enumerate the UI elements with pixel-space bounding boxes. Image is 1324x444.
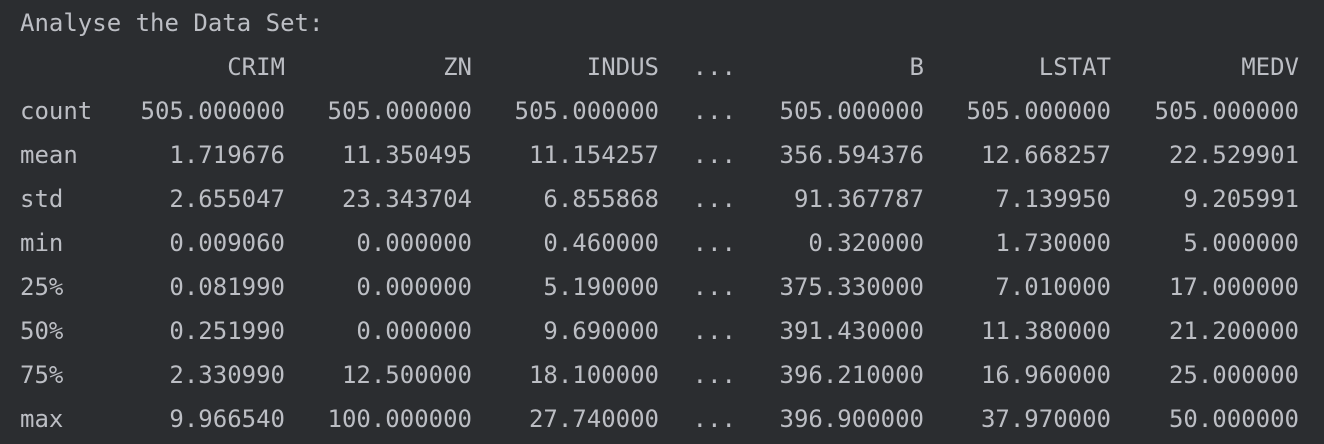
table-cell-zn: 505.000000 [327,97,473,125]
table-cell-medv: 21.200000 [1168,317,1299,345]
table-cell-indus: 9.690000 [543,317,659,345]
table-row: 75% 2.330990 12.500000 18.100000... 396.2100… [0,360,1324,390]
table-cell-b: 375.330000 [779,273,925,301]
table-cell-lstat: 16.960000 [980,361,1111,389]
table-row: mean 1.719676 11.350495 11.154257... 356.594… [0,140,1324,170]
table-cell-crim: 1.719676 [169,141,285,169]
output-header: Analyse the Data Set: [20,9,324,37]
table-cell-medv: 22.529901 [1168,141,1299,169]
table-cell-ellipsis: ... [692,141,736,169]
table-cell-medv: 505.000000 [1154,97,1300,125]
table-cell-crim: 2.330990 [169,361,285,389]
column-header-b: B [909,53,924,81]
table-row: 25% 0.081990 0.000000 5.190000... 375.330000… [0,272,1324,302]
table-cell-crim: 0.251990 [169,317,285,345]
table-cell-ellipsis: ... [692,361,736,389]
table-cell-indus: 505.000000 [514,97,660,125]
column-header-crim: CRIM [227,53,285,81]
table-cell-ellipsis: ... [692,229,736,257]
column-header-medv: MEDV [1241,53,1299,81]
table-header-row: CRIM ZN INDUS ... B LSTAT MEDV [0,52,1324,82]
table-cell-medv: 17.000000 [1168,273,1299,301]
table-row: max 9.966540 100.000000 27.740000... 396.900… [0,404,1324,434]
table-cell-zn: 23.343704 [341,185,472,213]
table-cell-ellipsis: ... [692,273,736,301]
row-index-label: mean [20,141,78,169]
table-row: count 505.000000 505.000000 505.000000... 50… [0,96,1324,126]
table-row: std 2.655047 23.343704 6.855868... 91.367787… [0,184,1324,214]
table-cell-lstat: 7.010000 [995,273,1111,301]
row-index-label: count [20,97,93,125]
row-index-label: 50% [20,317,64,345]
table-cell-lstat: 505.000000 [966,97,1112,125]
table-cell-b: 91.367787 [793,185,924,213]
table-cell-crim: 9.966540 [169,405,285,433]
table-cell-medv: 5.000000 [1183,229,1299,257]
table-cell-crim: 505.000000 [140,97,286,125]
table-cell-zn: 12.500000 [341,361,472,389]
table-cell-lstat: 12.668257 [980,141,1111,169]
table-row: 50% 0.251990 0.000000 9.690000... 391.430000… [0,316,1324,346]
table-row: min 0.009060 0.000000 0.460000... 0.320000 1.… [0,228,1324,258]
table-cell-b: 391.430000 [779,317,925,345]
table-cell-crim: 0.081990 [169,273,285,301]
table-cell-zn: 0.000000 [356,229,472,257]
table-cell-zn: 11.350495 [341,141,472,169]
table-cell-b: 396.900000 [779,405,925,433]
table-cell-indus: 6.855868 [543,185,659,213]
table-cell-ellipsis: ... [692,317,736,345]
table-cell-b: 396.210000 [779,361,925,389]
table-cell-lstat: 7.139950 [995,185,1111,213]
column-header-zn: ZN [443,53,472,81]
table-cell-lstat: 1.730000 [995,229,1111,257]
table-cell-indus: 11.154257 [528,141,659,169]
table-cell-b: 505.000000 [779,97,925,125]
table-cell-indus: 5.190000 [543,273,659,301]
column-header-indus: INDUS [586,53,659,81]
table-cell-medv: 50.000000 [1168,405,1299,433]
column-header-lstat: LSTAT [1038,53,1111,81]
table-cell-indus: 18.100000 [528,361,659,389]
table-cell-medv: 9.205991 [1183,185,1299,213]
table-cell-indus: 27.740000 [528,405,659,433]
table-cell-b: 0.320000 [808,229,924,257]
column-header-ellipsis: ... [692,53,736,81]
table-cell-b: 356.594376 [779,141,925,169]
table-cell-lstat: 37.970000 [980,405,1111,433]
row-index-label: 25% [20,273,64,301]
table-cell-crim: 0.009060 [169,229,285,257]
table-cell-crim: 2.655047 [169,185,285,213]
table-cell-zn: 0.000000 [356,317,472,345]
table-cell-ellipsis: ... [692,405,736,433]
table-cell-ellipsis: ... [692,185,736,213]
row-index-label: min [20,229,64,257]
table-cell-lstat: 11.380000 [980,317,1111,345]
table-cell-medv: 25.000000 [1168,361,1299,389]
row-index-label: max [20,405,64,433]
table-cell-ellipsis: ... [692,97,736,125]
table-cell-zn: 0.000000 [356,273,472,301]
row-index-label: 75% [20,361,64,389]
table-cell-zn: 100.000000 [327,405,473,433]
row-index-label: std [20,185,64,213]
table-cell-indus: 0.460000 [543,229,659,257]
